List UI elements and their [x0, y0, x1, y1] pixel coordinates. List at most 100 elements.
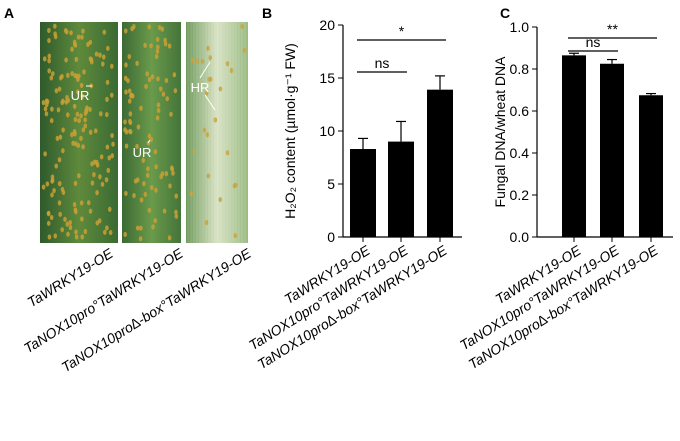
pustule	[104, 177, 109, 183]
panel-label: A	[4, 5, 14, 21]
pustule	[44, 111, 49, 117]
pustule	[47, 68, 52, 74]
y-tick-label: 20	[319, 17, 335, 33]
pustule	[153, 218, 158, 224]
pustule	[76, 34, 81, 40]
annotation: UR	[133, 145, 152, 160]
pustule	[144, 83, 148, 90]
y-tick-label: 0.2	[510, 187, 530, 203]
pustule	[45, 181, 50, 187]
pustule	[72, 129, 77, 135]
pustule	[123, 119, 127, 125]
pustule	[85, 105, 89, 111]
pustule	[69, 30, 73, 36]
pustule	[66, 231, 70, 237]
pustule	[147, 207, 152, 213]
pustule	[80, 234, 85, 240]
pustule	[146, 166, 150, 172]
pustule	[233, 182, 238, 188]
pustule	[53, 23, 57, 29]
pustule	[128, 111, 133, 117]
pustule	[105, 225, 109, 231]
pustule	[127, 54, 132, 60]
pustule	[154, 164, 158, 170]
arrow	[199, 61, 211, 79]
pustule	[138, 236, 143, 242]
pustule	[124, 62, 128, 68]
pustule	[145, 172, 150, 178]
pustule	[174, 209, 178, 215]
pustule	[127, 98, 132, 104]
pustule	[68, 224, 73, 231]
pustule	[105, 96, 109, 102]
arrow	[147, 139, 151, 144]
pustule	[44, 98, 49, 104]
pustule	[49, 214, 54, 221]
pustule	[218, 196, 223, 203]
pustule	[207, 76, 211, 82]
pustule	[47, 53, 52, 59]
y-tick-label: 10	[319, 123, 335, 139]
pustule	[105, 144, 110, 150]
pustule	[102, 29, 107, 35]
pustule	[139, 225, 143, 231]
pustule	[47, 27, 51, 34]
pustule	[104, 111, 109, 118]
pustule	[164, 77, 169, 84]
pustule	[58, 134, 63, 140]
pustule	[135, 143, 139, 150]
y-tick-label: 5	[327, 176, 335, 192]
pustule	[80, 34, 84, 40]
significance-label: ns	[586, 34, 601, 50]
pustule	[73, 116, 78, 123]
pustule	[68, 219, 72, 226]
pustule	[106, 167, 111, 173]
pustule	[81, 144, 85, 150]
pustule	[156, 102, 161, 108]
pustule	[98, 111, 103, 117]
pustule	[57, 200, 62, 206]
pustule	[80, 216, 84, 222]
pustule	[89, 59, 94, 65]
pustule	[147, 133, 152, 139]
pustule	[160, 26, 165, 32]
pustule	[47, 234, 52, 240]
pustule	[88, 208, 93, 214]
pustule	[77, 173, 81, 179]
significance-label: ns	[375, 55, 390, 71]
pustule	[123, 28, 128, 34]
pustule	[161, 91, 166, 97]
pustule	[70, 70, 74, 77]
pustule	[49, 118, 54, 124]
pustule	[64, 99, 69, 105]
pustule	[213, 117, 218, 123]
pustule	[130, 92, 134, 98]
leaf-photo	[40, 22, 248, 243]
pustule	[92, 172, 96, 178]
pustule	[95, 190, 99, 196]
pustule	[128, 118, 132, 124]
pustule	[124, 143, 129, 149]
pustule	[44, 102, 49, 108]
pustule	[206, 173, 211, 179]
pustule	[100, 61, 105, 67]
pustule	[154, 187, 158, 193]
x-tick-label: TaNOX10pro°TaWRKY19-OE	[246, 242, 411, 354]
pustule	[145, 71, 150, 77]
bar	[562, 55, 586, 237]
pustule	[57, 86, 62, 92]
pustule	[94, 51, 99, 57]
pustule	[128, 128, 132, 134]
pustule	[47, 37, 51, 44]
pustule	[90, 180, 95, 186]
bar	[639, 95, 663, 237]
pustule	[110, 153, 115, 159]
pustule	[103, 229, 107, 235]
pustule	[65, 112, 70, 118]
pustule	[109, 92, 114, 98]
pustule	[41, 184, 46, 190]
pustule	[139, 105, 143, 111]
y-tick-label: 1.0	[510, 19, 530, 35]
pustule	[86, 41, 90, 47]
pustule	[160, 171, 165, 177]
